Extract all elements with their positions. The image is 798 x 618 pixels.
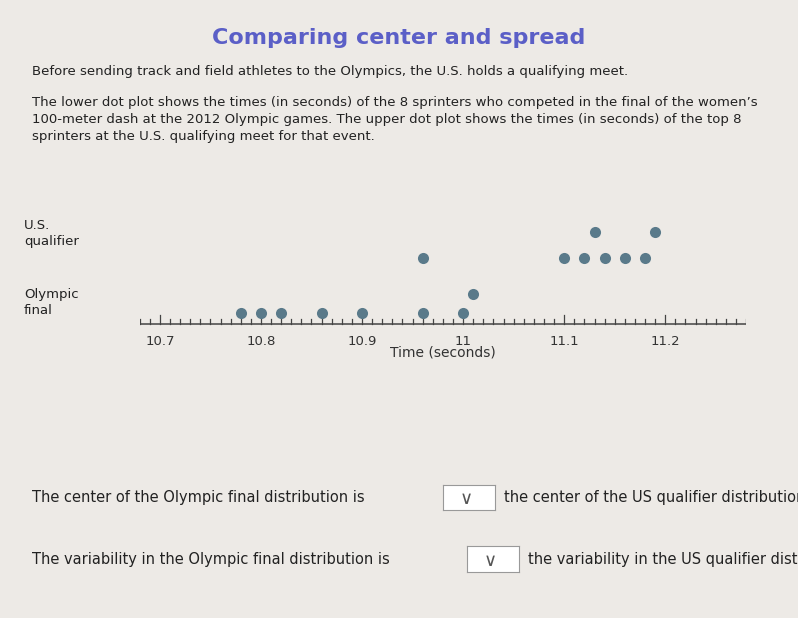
Text: Comparing center and spread: Comparing center and spread xyxy=(212,28,586,48)
Text: The center of the Olympic final distribution is: The center of the Olympic final distribu… xyxy=(32,490,365,505)
Text: the variability in the US qualifier distribution.: the variability in the US qualifier dist… xyxy=(528,552,798,567)
Text: ∨: ∨ xyxy=(484,552,496,570)
Text: 11: 11 xyxy=(455,334,472,347)
Text: Olympic
final: Olympic final xyxy=(24,288,78,317)
Text: 10.8: 10.8 xyxy=(247,334,275,347)
Text: 11.2: 11.2 xyxy=(650,334,680,347)
Text: Time (seconds): Time (seconds) xyxy=(390,345,496,360)
Text: the center of the US qualifier distribution.: the center of the US qualifier distribut… xyxy=(504,490,798,505)
Text: 10.7: 10.7 xyxy=(145,334,175,347)
Text: 11.1: 11.1 xyxy=(549,334,579,347)
Text: 10.9: 10.9 xyxy=(347,334,377,347)
Text: The variability in the Olympic final distribution is: The variability in the Olympic final dis… xyxy=(32,552,389,567)
Text: The lower dot plot shows the times (in seconds) of the 8 sprinters who competed : The lower dot plot shows the times (in s… xyxy=(32,96,757,143)
Text: ∨: ∨ xyxy=(460,490,472,508)
Text: Before sending track and field athletes to the Olympics, the U.S. holds a qualif: Before sending track and field athletes … xyxy=(32,65,628,78)
Text: U.S.
qualifier: U.S. qualifier xyxy=(24,219,79,248)
